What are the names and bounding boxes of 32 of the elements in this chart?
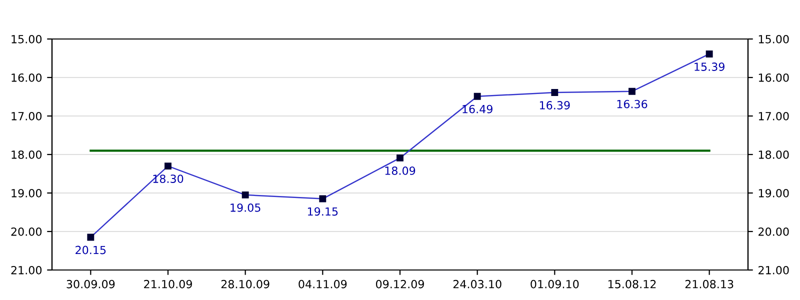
y-tick-label: 16.00	[12, 73, 42, 82]
y2-tick-label: 16.00	[758, 73, 789, 82]
y-tick-label: 15.00	[12, 34, 42, 44]
x-tick-label: 28.10.09	[221, 280, 270, 288]
y2-tick-label: 17.00	[758, 112, 789, 120]
y2-tick-label: 19.00	[758, 188, 789, 198]
data-label: 16.39	[540, 101, 570, 110]
data-label: 19.05	[230, 203, 260, 212]
x-tick-label: 15.08.12	[608, 280, 656, 288]
y-tick-label: 19.00	[12, 188, 42, 198]
y-tick-label: 20.00	[11, 227, 42, 236]
data-label: 19.15	[308, 207, 338, 216]
y-tick-label: 18.00	[12, 150, 42, 159]
data-label: 18.09	[385, 166, 416, 175]
x-tick-label: 09.12.09	[376, 280, 424, 288]
y-tick-label: 17.00	[12, 112, 42, 120]
x-tick-label: 04.11.09	[298, 280, 347, 288]
y-tick-label: 21.00	[11, 266, 42, 274]
y2-tick-label: 15.00	[758, 34, 789, 44]
y2-tick-label: 21.00	[758, 266, 789, 274]
x-tick-label: 21.08.13	[685, 280, 734, 288]
x-tick-label: 21.10.09	[144, 280, 192, 288]
x-tick-label: 30.09.09	[66, 280, 115, 288]
y2-tick-label: 20.00	[758, 227, 789, 236]
y2-tick-label: 18.00	[758, 150, 789, 159]
data-label: 16.49	[462, 104, 492, 114]
data-label: 16.36	[617, 100, 648, 108]
data-label: 18.30	[153, 174, 184, 183]
data-label: 15.39	[694, 62, 724, 71]
data-label: 20.15	[76, 246, 106, 254]
x-tick-label: 01.09.10	[530, 280, 579, 288]
x-tick-label: 24.03.10	[453, 280, 502, 288]
